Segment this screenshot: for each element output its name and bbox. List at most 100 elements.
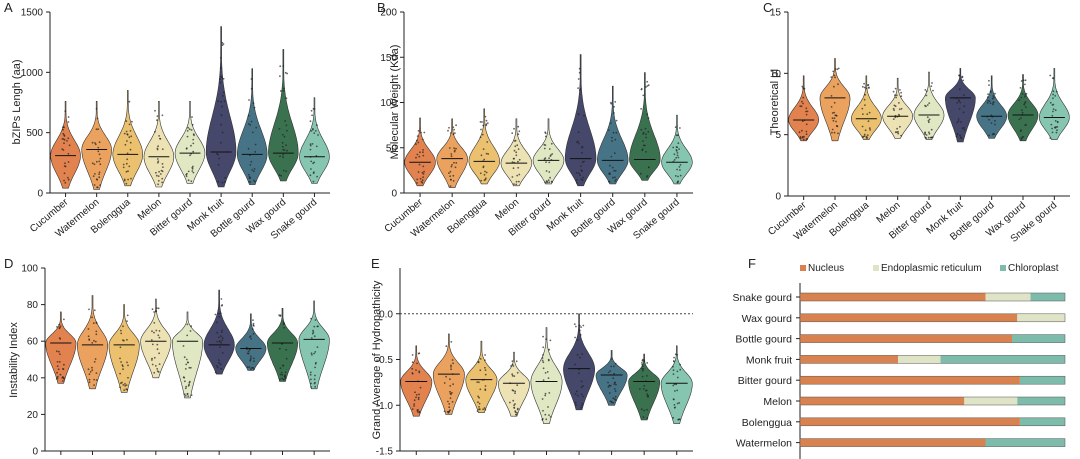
data-point [254, 151, 257, 153]
data-point [191, 167, 194, 170]
data-point [189, 330, 192, 332]
violin-bottle-gourd [595, 350, 628, 406]
y-tick-label: 0 [775, 192, 781, 203]
data-point [61, 148, 64, 151]
data-point [962, 111, 965, 114]
data-point [61, 377, 64, 379]
data-point [285, 124, 288, 127]
data-point [544, 394, 547, 397]
data-point [1024, 95, 1026, 98]
data-point [869, 129, 871, 131]
data-point [615, 383, 617, 386]
data-point [678, 166, 681, 168]
y-tick-label: -1.0 [376, 401, 394, 412]
data-point [310, 382, 312, 385]
data-point [643, 385, 646, 387]
data-point [806, 110, 809, 113]
data-point [220, 342, 223, 344]
data-point [676, 389, 679, 392]
data-point [610, 400, 613, 403]
data-point [641, 363, 644, 366]
panel-letter-a: A [4, 0, 13, 15]
data-point [926, 104, 929, 106]
data-point [646, 80, 649, 83]
data-point [548, 181, 551, 184]
data-point [1020, 138, 1023, 141]
data-point [1024, 83, 1026, 86]
data-point [122, 163, 125, 166]
data-point [250, 160, 253, 163]
data-point [314, 351, 317, 353]
data-point [155, 329, 158, 332]
data-point [677, 175, 679, 178]
data-point [516, 408, 519, 411]
data-point [453, 147, 455, 150]
data-point [452, 126, 455, 129]
data-point [645, 136, 647, 139]
data-point [899, 89, 901, 91]
violin-melon [500, 118, 533, 187]
data-point [283, 135, 286, 138]
data-point [416, 410, 419, 413]
data-point [484, 359, 486, 362]
data-point [644, 144, 646, 147]
data-point [184, 368, 187, 370]
data-point [186, 393, 189, 395]
data-point [511, 373, 514, 376]
data-point [96, 186, 99, 189]
violin-bolenggua [465, 340, 498, 413]
data-point [607, 371, 610, 374]
data-point [518, 180, 520, 183]
data-point [861, 125, 864, 128]
data-point [153, 322, 156, 324]
data-point [416, 153, 419, 156]
data-point [57, 368, 60, 371]
data-point [483, 173, 486, 176]
data-point [479, 388, 482, 391]
data-point [62, 138, 65, 140]
data-point [679, 164, 682, 166]
data-point [892, 90, 895, 93]
data-point [156, 343, 159, 346]
panel-letter-d: D [4, 256, 13, 271]
data-point [96, 178, 99, 181]
data-point [190, 129, 193, 131]
data-point [422, 176, 424, 179]
data-point [511, 132, 514, 135]
data-point [310, 386, 312, 388]
data-point [958, 88, 961, 91]
data-point [286, 129, 288, 132]
data-point [542, 346, 545, 349]
data-point [575, 172, 578, 174]
data-point [577, 78, 580, 80]
violin-bolenggua [468, 108, 501, 185]
bar-segment-endoplasmic-reticulum [985, 293, 1031, 301]
data-point [417, 352, 420, 355]
data-point [161, 114, 164, 117]
violin-body-snake-gourd [298, 300, 330, 390]
data-point [484, 115, 487, 118]
data-point [92, 175, 95, 178]
data-point [151, 343, 154, 346]
data-point [247, 114, 250, 117]
data-point [517, 160, 519, 163]
data-point [672, 398, 675, 401]
bar-outline [799, 375, 1066, 385]
violin-body-bolenggua [850, 75, 882, 140]
data-point [1024, 106, 1027, 108]
data-point [281, 145, 284, 148]
data-point [864, 129, 867, 132]
data-point [1049, 101, 1052, 104]
data-point [420, 180, 423, 183]
data-point [188, 366, 191, 369]
data-point [451, 401, 454, 403]
data-point [64, 162, 66, 165]
data-point [547, 358, 550, 361]
data-point [127, 364, 129, 367]
data-point [449, 385, 452, 387]
data-point [518, 173, 521, 176]
data-point [98, 141, 101, 144]
data-point [799, 137, 802, 140]
